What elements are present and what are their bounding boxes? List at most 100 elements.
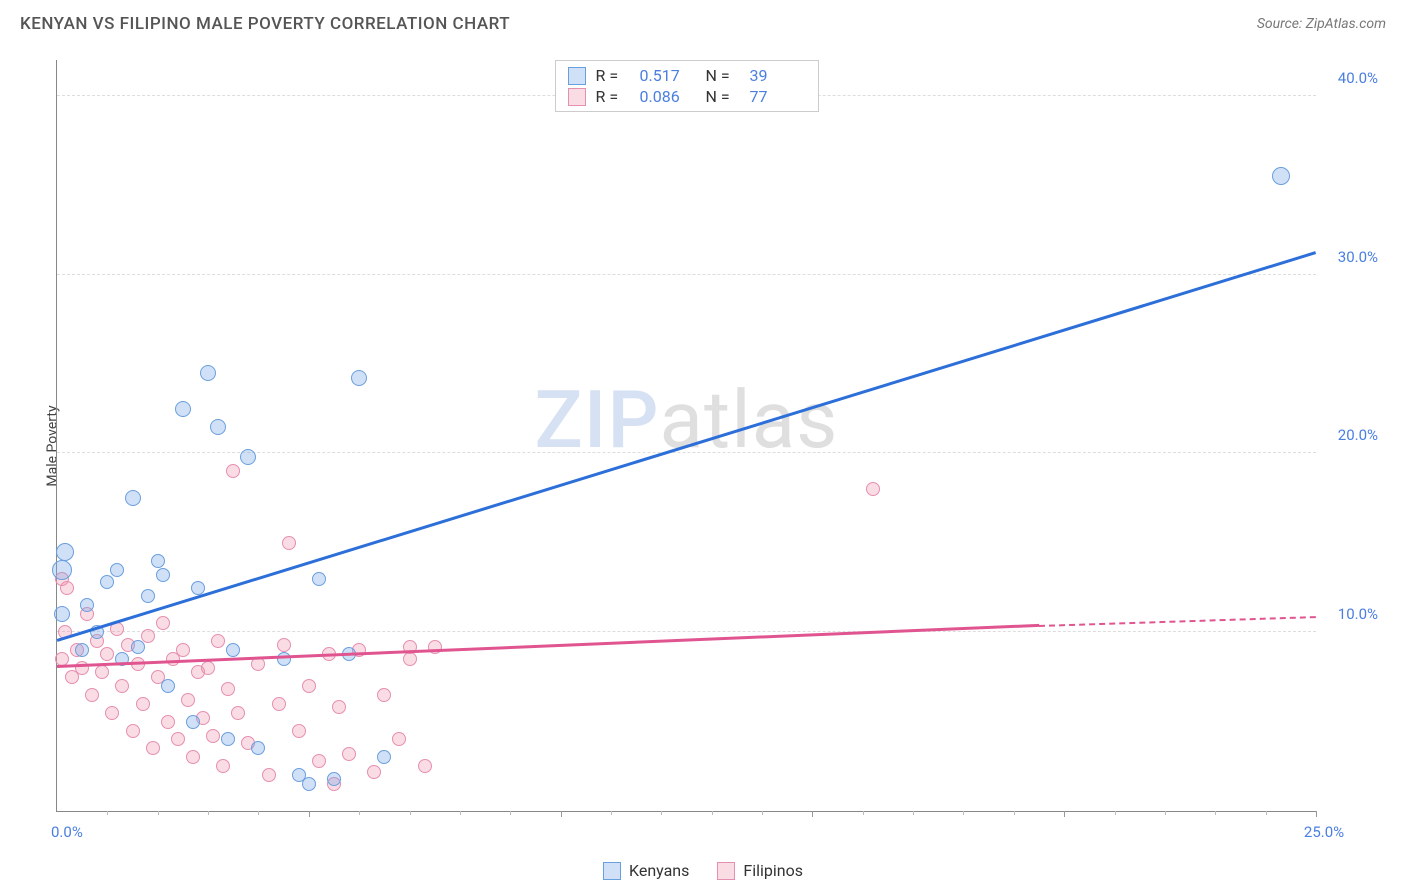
data-point-pink [136,697,150,711]
axis-origin-label: 0.0% [51,823,83,841]
legend-swatch-icon [568,67,586,85]
data-point-pink [171,732,185,746]
data-point-pink [367,765,381,779]
data-point-pink [312,754,326,768]
legend-row: R = 0.086 N = 77 [568,86,806,107]
correlation-legend: R =0.517N =39R =0.086N =77 [555,60,819,112]
data-point-blue [80,598,94,612]
data-point-blue [186,715,200,729]
data-point-pink [95,665,109,679]
data-point-pink [156,616,170,630]
x-tick-minor [158,811,159,815]
x-tick-minor [460,811,461,815]
data-point-blue [54,606,70,622]
data-point-blue [221,732,235,746]
data-point-blue [327,772,341,786]
data-point-pink [216,759,230,773]
data-point-blue [1272,167,1290,185]
data-point-blue [161,679,175,693]
data-point-pink [161,715,175,729]
data-point-pink [292,724,306,738]
data-point-blue [56,543,74,561]
data-point-pink [277,638,291,652]
data-point-pink [186,750,200,764]
n-label: N = [706,66,740,85]
data-point-blue [52,560,72,580]
n-value: 39 [750,66,806,85]
x-tick [1316,811,1317,817]
data-point-blue [277,652,291,666]
data-point-pink [146,741,160,755]
y-tick-label: 10.0% [1338,605,1378,623]
data-point-pink [131,657,145,671]
x-tick-minor [208,811,209,815]
data-point-blue [251,741,265,755]
data-point-blue [175,401,191,417]
x-tick [1064,811,1065,817]
data-point-blue [240,449,256,465]
trendline-pink-dash [1039,616,1316,627]
data-point-blue [200,365,216,381]
data-point-pink [201,661,215,675]
n-value: 77 [750,87,806,106]
data-point-pink [392,732,406,746]
legend-label: Filipinos [743,861,803,880]
x-max-label: 25.0% [1304,823,1344,841]
legend-row: R =0.517N =39 [568,65,806,86]
data-point-pink [141,629,155,643]
data-point-blue [75,643,89,657]
data-point-pink [262,768,276,782]
x-tick-minor [1266,811,1267,815]
x-tick-minor [107,811,108,815]
x-tick-minor [913,811,914,815]
data-point-pink [226,464,240,478]
x-tick-minor [359,811,360,815]
x-tick-minor [863,811,864,815]
x-tick-minor [258,811,259,815]
legend-label: Kenyans [629,861,689,880]
y-tick-label: 20.0% [1338,426,1378,444]
x-tick-minor [1215,811,1216,815]
data-point-blue [302,777,316,791]
legend-item: Filipinos [717,861,803,880]
data-point-blue [110,563,124,577]
data-point-pink [282,536,296,550]
data-point-pink [377,688,391,702]
data-point-blue [156,568,170,582]
data-point-pink [418,759,432,773]
chart-container: ZIPatlas R =0.517N =39R =0.086N =77 0.0%… [50,48,1386,842]
data-point-pink [332,700,346,714]
x-tick-minor [1014,811,1015,815]
data-point-pink [342,747,356,761]
data-point-pink [105,706,119,720]
data-point-blue [351,370,367,386]
legend-swatch-icon [603,862,621,880]
data-point-pink [85,688,99,702]
data-point-blue [191,581,205,595]
data-point-pink [181,693,195,707]
data-point-blue [151,554,165,568]
x-tick-minor [1165,811,1166,815]
x-tick-minor [410,811,411,815]
n-label: N = [706,87,740,106]
x-tick-minor [661,811,662,815]
data-point-blue [131,640,145,654]
data-point-pink [866,482,880,496]
plot-area: ZIPatlas R =0.517N =39R =0.086N =77 0.0%… [56,60,1316,812]
source-label: Source: ZipAtlas.com [1257,16,1386,32]
data-point-pink [126,724,140,738]
data-point-blue [312,572,326,586]
x-tick-minor [963,811,964,815]
gridline [57,631,1316,632]
x-tick-minor [510,811,511,815]
data-point-pink [403,652,417,666]
r-label: R = [596,66,630,85]
trendline-blue [57,251,1317,641]
data-point-pink [60,581,74,595]
r-label: R = [596,87,630,106]
series-legend: Kenyans Filipinos [603,861,803,880]
data-point-pink [221,682,235,696]
r-value: 0.086 [640,87,696,106]
x-tick-minor [762,811,763,815]
data-point-pink [115,679,129,693]
